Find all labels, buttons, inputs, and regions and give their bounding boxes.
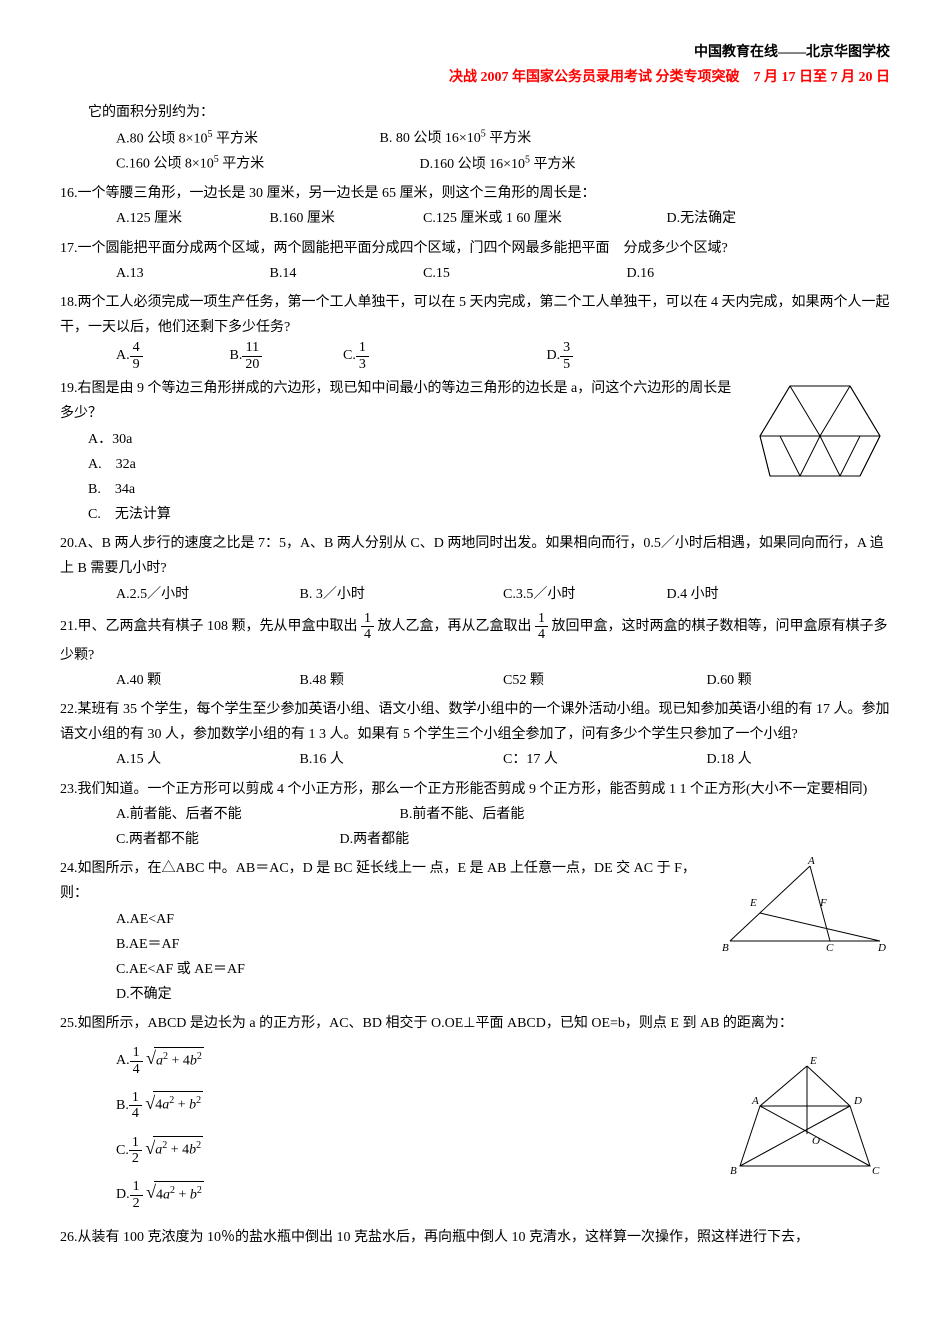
q20: 20.A、B 两人步行的速度之比是 7：5，A、B 两人分别从 C、D 两地同时… (60, 531, 890, 581)
q21-b: B.48 颗 (300, 668, 460, 693)
q18: 18.两个工人必须完成一项生产任务，第一个工人单独干，可以在 5 天内完成，第二… (60, 290, 890, 340)
q24-label-d: D (877, 942, 886, 954)
q26: 26.从装有 100 克浓度为 10％的盐水瓶中倒出 10 克盐水后，再向瓶中倒… (60, 1225, 890, 1250)
q18-a: A.49 (116, 340, 226, 372)
q23: 23.我们知道。一个正方形可以剪成 4 个小正方形，那么一个正方形能否剪成 9 … (60, 777, 890, 802)
q21-d: D.60 颗 (707, 668, 752, 693)
q17: 17.一个圆能把平面分成两个区域，两个圆能把平面分成四个区域，门四个网最多能把平… (60, 236, 890, 261)
pre-opt-b: B. 80 公顷 16×105 平方米 (380, 131, 532, 146)
pre-options-row2: C.160 公顷 8×105 平方米 D.160 公顷 16×105 平方米 (116, 151, 890, 177)
q24-label-e: E (749, 897, 757, 909)
pre-opt-a: A.80 公顷 8×105 平方米 (116, 126, 376, 152)
q23-options-row1: A.前者能、后者不能 B.前者不能、后者能 (116, 802, 890, 827)
q17-b: B.14 (270, 261, 380, 286)
q22-options: A.15 人 B.16 人 C：17 人 D.18 人 (116, 747, 890, 772)
q20-a: A.2.5／小时 (116, 582, 256, 607)
q17-a: A.13 (116, 261, 226, 286)
q22: 22.某班有 35 个学生，每个学生至少参加英语小组、语文小组、数学小组中的一个… (60, 697, 890, 747)
q25: 25.如图所示，ABCD 是边长为 a 的正方形，AC、BD 相交于 O.OE⊥… (60, 1011, 890, 1036)
header-line1: 中国教育在线——北京华图学校 (60, 40, 890, 65)
q16-b: B.160 厘米 (270, 206, 380, 231)
q24-label-b: B (722, 942, 729, 954)
q19-text: 19.右图是由 9 个等边三角形拼成的六边形，现已知中间最小的等边三角形的边长是… (60, 381, 731, 421)
q21-pre: 21.甲、乙两盒共有棋子 108 颗，先从甲盒中取出 (60, 619, 358, 634)
q21-mid: 放人乙盒，再从乙盒取出 (378, 619, 532, 634)
q24-label-f: F (819, 897, 827, 909)
q23-a: A.前者能、后者不能 (116, 802, 396, 827)
q24-d: D.不确定 (116, 982, 890, 1007)
q24-text: 24.如图所示，在△ABC 中。AB＝AC，D 是 BC 延长线上一 点，E 是… (60, 861, 696, 901)
q25-figure: A B C D E O (730, 1046, 890, 1186)
pre-options-row1: A.80 公顷 8×105 平方米 B. 80 公顷 16×105 平方米 (116, 126, 890, 152)
q20-c: C.3.5／小时 (503, 582, 623, 607)
pre-opt-c: C.160 公顷 8×105 平方米 (116, 151, 416, 177)
q18-options: A.49 B.1120 C.13 D.35 (116, 340, 890, 372)
q21-a: A.40 颗 (116, 668, 256, 693)
q18-d: D.35 (547, 340, 574, 372)
q19: 19.右图是由 9 个等边三角形拼成的六边形，现已知中间最小的等边三角形的边长是… (60, 376, 890, 426)
q25-label-a: A (751, 1095, 759, 1107)
q20-b: B. 3／小时 (300, 582, 460, 607)
q17-c: C.15 (423, 261, 583, 286)
q18-b: B.1120 (230, 340, 340, 372)
q19-figure (750, 376, 890, 486)
q23-d: D.两者都能 (340, 832, 410, 847)
q25-label-d: D (853, 1095, 862, 1107)
q21-frac1: 14 (361, 611, 374, 643)
q24: A B C D E F 24.如图所示，在△ABC 中。AB＝AC，D 是 BC… (60, 856, 890, 906)
q22-b: B.16 人 (300, 747, 460, 772)
q16: 16.一个等腰三角形，一边长是 30 厘米，另一边长是 65 厘米，则这个三角形… (60, 181, 890, 206)
intro-line: 它的面积分别约为： (88, 100, 890, 125)
q24-c: C.AE<AF 或 AE＝AF (116, 957, 890, 982)
q25-label-b: B (730, 1165, 737, 1177)
header-org: 中国教育在线—— (694, 45, 806, 60)
q23-options-row2: C.两者都不能 D.两者都能 (116, 827, 890, 852)
q21: 21.甲、乙两盒共有棋子 108 颗，先从甲盒中取出 14 放人乙盒，再从乙盒取… (60, 611, 890, 668)
q22-a: A.15 人 (116, 747, 256, 772)
q16-c: C.125 厘米或 1 60 厘米 (423, 206, 623, 231)
q20-options: A.2.5／小时 B. 3／小时 C.3.5／小时 D.4 小时 (116, 582, 890, 607)
q18-c: C.13 (343, 340, 543, 372)
q16-options: A.125 厘米 B.160 厘米 C.125 厘米或 1 60 厘米 D.无法… (116, 206, 890, 231)
q25-label-e: E (809, 1055, 817, 1067)
q21-options: A.40 颗 B.48 颗 C52 颗 D.60 颗 (116, 668, 890, 693)
q24-figure: A B C D E F (720, 856, 890, 956)
q21-frac2: 14 (535, 611, 548, 643)
header-line2: 决战 2007 年国家公务员录用考试 分类专项突破 7 月 17 日至 7 月 … (60, 65, 890, 90)
q20-d: D.4 小时 (667, 582, 719, 607)
q16-d: D.无法确定 (667, 206, 737, 231)
q21-c: C52 颗 (503, 668, 663, 693)
pre-opt-d: D.160 公顷 16×105 平方米 (420, 157, 576, 172)
q25-label-c: C (872, 1165, 880, 1177)
q23-c: C.两者都不能 (116, 827, 336, 852)
q25-label-o: O (812, 1135, 820, 1147)
q19-d: C. 无法计算 (88, 502, 890, 527)
q17-d: D.16 (627, 261, 655, 286)
q24-label-c: C (826, 942, 834, 954)
q17-options: A.13 B.14 C.15 D.16 (116, 261, 890, 286)
header-school: 北京华图学校 (806, 45, 890, 60)
q22-c: C：17 人 (503, 747, 663, 772)
q16-a: A.125 厘米 (116, 206, 226, 231)
q22-d: D.18 人 (707, 747, 752, 772)
q24-label-a: A (807, 856, 815, 867)
q23-b: B.前者不能、后者能 (400, 807, 525, 822)
